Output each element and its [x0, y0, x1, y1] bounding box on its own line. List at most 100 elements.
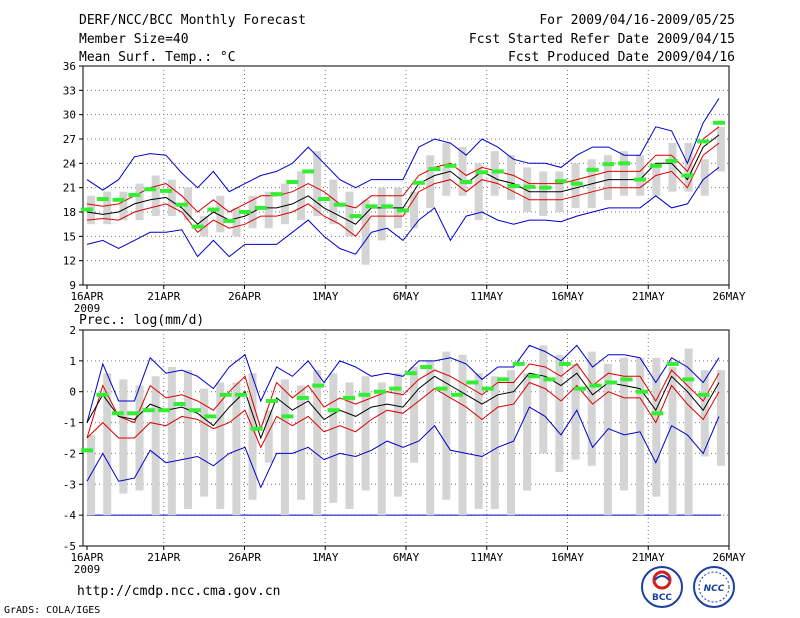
- prec-ytick-label: 1: [69, 355, 76, 368]
- forecast-range: For 2009/04/16-2009/05/25: [539, 13, 735, 28]
- temp-median-marker: [634, 177, 646, 182]
- prec-ensemble-box: [297, 385, 306, 500]
- prec-median-marker: [81, 448, 93, 453]
- forecast-produced: Fcst Produced Date 2009/04/16: [508, 50, 735, 65]
- prec-xtick-label: 21MAY: [632, 551, 665, 564]
- prec-ensemble-box: [523, 373, 532, 491]
- prec-ensemble-box: [232, 382, 241, 516]
- temp-ensemble-box: [684, 143, 693, 192]
- prec-ensemble-box: [200, 388, 209, 497]
- temp-mean-line: [86, 134, 720, 225]
- prec-ensemble-box: [167, 367, 176, 516]
- prec-ensemble-box: [183, 370, 192, 509]
- prec-lower-line: [86, 381, 720, 449]
- prec-ensemble-box: [119, 379, 128, 494]
- temp-ensemble-box: [442, 143, 451, 196]
- prec-median-marker: [574, 386, 587, 391]
- prec-median-marker: [265, 398, 278, 403]
- forecast-started: Fcst Started Refer Date 2009/04/15: [469, 32, 735, 47]
- temp-ensemble-box: [458, 147, 467, 196]
- temp-ensemble-box: [474, 163, 483, 221]
- prec-median-marker: [389, 386, 402, 391]
- prec-ensemble-box: [248, 373, 257, 500]
- source-url[interactable]: http://cmdp.ncc.cma.gov.cn: [77, 584, 281, 599]
- temp-median-marker: [618, 161, 631, 166]
- temp-ensemble-box: [571, 163, 580, 208]
- temp-ensemble-box: [426, 155, 435, 208]
- temp-ensemble-box: [361, 199, 370, 265]
- prec-median-marker: [635, 389, 648, 394]
- temp-ensemble-box: [506, 155, 515, 200]
- prec-ytick-label: -1: [63, 417, 76, 430]
- temp-ensemble-box: [410, 191, 419, 229]
- prec-median-marker: [682, 377, 695, 382]
- temp-median-marker: [539, 185, 552, 190]
- prec-median-marker: [250, 426, 263, 431]
- temp-median-marker: [460, 179, 473, 184]
- prec-median-marker: [666, 361, 679, 366]
- temp-median-marker: [444, 163, 457, 168]
- temp-ensemble-box: [313, 151, 322, 217]
- precipitation-panel: -5 -4 -3 -2 -1 0 1 2 16APR 21APR 26APR 1MAY 6MAY 11MA…: [63, 324, 746, 576]
- temp-ensemble-box: [490, 151, 499, 196]
- temp-median-marker: [223, 218, 236, 223]
- temp-median-marker: [365, 204, 378, 209]
- prec-ensemble-box: [668, 367, 677, 516]
- temp-median-marker: [681, 173, 694, 178]
- temp-ytick-label: 9: [69, 279, 76, 292]
- prec-ytick-label: -4: [63, 509, 77, 522]
- temp-median-marker: [144, 187, 157, 192]
- temp-median-marker: [318, 197, 330, 202]
- prec-median-marker: [481, 386, 494, 391]
- temp-min-line: [86, 167, 720, 258]
- temp-xtick-label: 1MAY: [312, 290, 339, 303]
- temp-ensemble-box: [716, 126, 725, 172]
- bcc-logo: BCC: [641, 566, 683, 608]
- temp-ensemble-box: [523, 167, 532, 212]
- prec-median-marker: [373, 389, 386, 394]
- temp-median-marker: [428, 167, 441, 172]
- temp-median-marker: [160, 188, 172, 193]
- prec-ensemble-box: [474, 373, 483, 509]
- temp-median-marker: [697, 139, 710, 144]
- temp-xtick-label: 11MAY: [470, 290, 503, 303]
- prec-ensemble-box: [410, 367, 419, 463]
- temp-median-marker: [333, 202, 346, 207]
- temp-ensemble-box: [652, 163, 661, 196]
- prec-ensemble-box: [361, 376, 370, 491]
- temp-year-label: 2009: [74, 302, 101, 315]
- temp-ytick-label: 21: [63, 182, 76, 195]
- temp-median-marker: [476, 170, 488, 175]
- temp-max-line: [86, 98, 720, 193]
- precip-panel-title: Prec.: log(mm/d): [79, 313, 204, 328]
- prec-median-marker: [697, 392, 710, 397]
- temp-median-marker: [570, 181, 583, 186]
- temp-median-marker: [175, 202, 188, 207]
- temp-median-marker: [286, 179, 299, 184]
- prec-ytick-label: 0: [69, 386, 76, 399]
- prec-median-marker: [235, 392, 248, 397]
- temp-ytick-label: 18: [63, 206, 76, 219]
- prec-xtick-label: 1MAY: [312, 551, 339, 564]
- temp-ytick-label: 36: [63, 60, 76, 73]
- prec-upper-line: [86, 363, 720, 439]
- member-size: Member Size=40: [79, 32, 189, 47]
- prec-ensemble-box: [313, 370, 322, 516]
- bcc-logo-text: BCC: [652, 593, 672, 603]
- prec-median-marker: [127, 411, 140, 416]
- temp-ensemble-box: [345, 191, 354, 237]
- temp-ytick-label: 33: [63, 84, 76, 97]
- temp-ensemble-box: [183, 187, 192, 221]
- prec-max-line: [86, 344, 720, 423]
- prec-median-marker: [420, 365, 433, 370]
- prec-year-label: 2009: [74, 563, 101, 576]
- temp-median-marker: [507, 184, 520, 189]
- prec-median-marker: [651, 411, 664, 416]
- prec-ensemble-box: [700, 370, 709, 457]
- prec-ensemble-box: [151, 376, 160, 516]
- temp-median-marker: [602, 162, 615, 167]
- temp-median-marker: [381, 204, 394, 209]
- temp-median-marker: [270, 192, 283, 197]
- prec-ensemble-box: [442, 351, 451, 500]
- prec-ensemble-box: [280, 379, 289, 516]
